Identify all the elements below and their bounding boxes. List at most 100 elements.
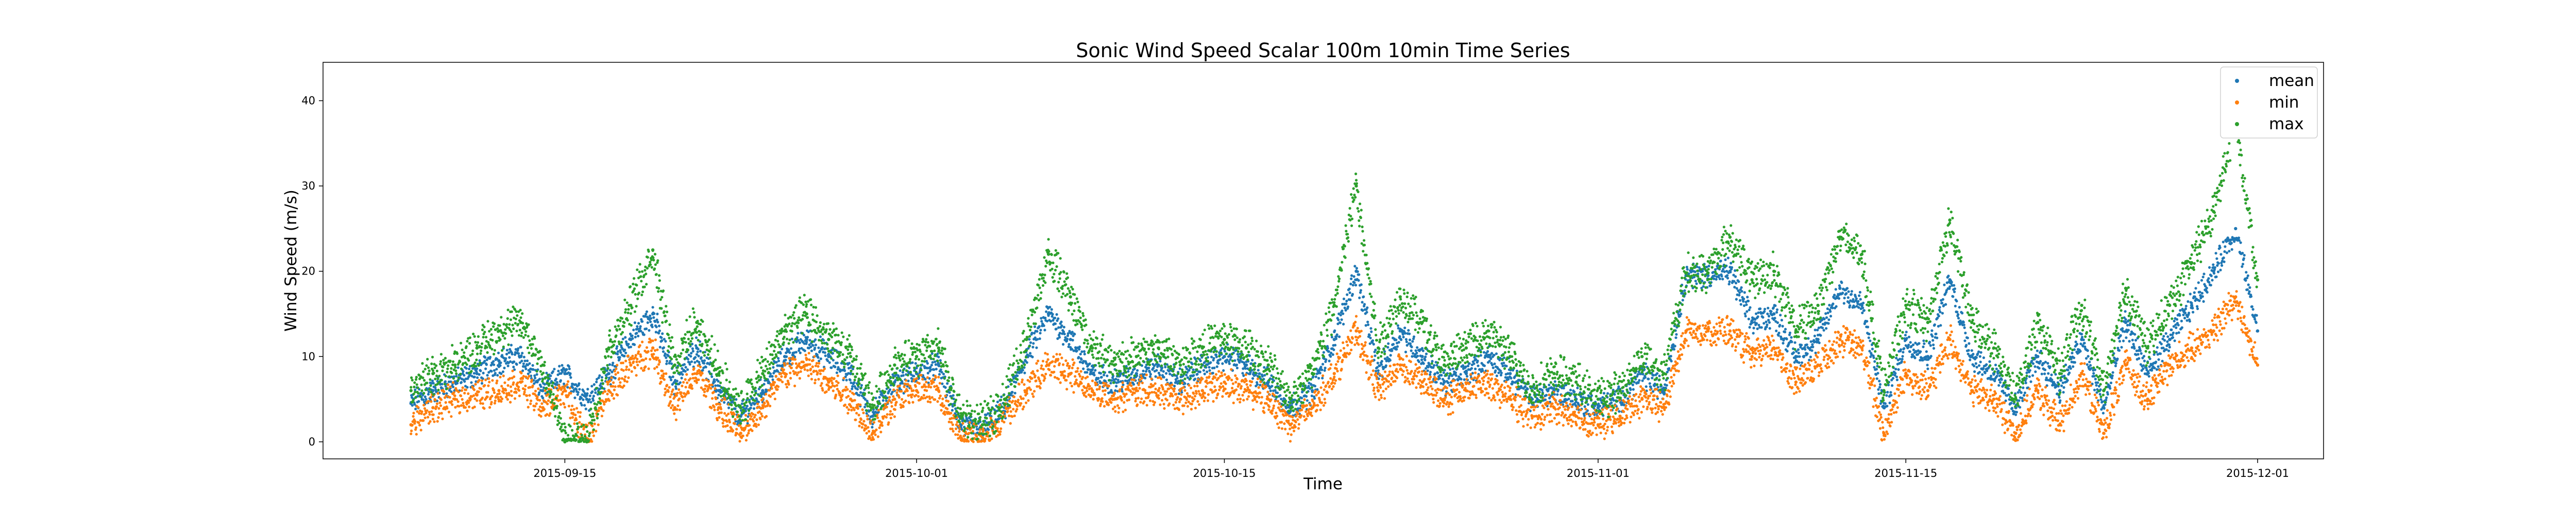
- data-point-mean: [1526, 387, 1529, 391]
- data-point-mean: [2194, 287, 2197, 290]
- data-point-mean: [1786, 350, 1789, 353]
- data-point-mean: [1602, 392, 1605, 395]
- data-point-mean: [597, 376, 600, 380]
- data-point-mean: [2245, 271, 2248, 274]
- data-point-mean: [1178, 367, 1181, 370]
- data-point-mean: [1426, 369, 1429, 372]
- data-point-mean: [1641, 379, 1644, 382]
- data-point-min: [794, 371, 797, 374]
- data-point-mean: [444, 385, 447, 388]
- data-point-min: [761, 397, 765, 400]
- data-point-min: [763, 402, 766, 405]
- data-point-min: [546, 413, 549, 416]
- data-point-min: [705, 378, 708, 382]
- data-point-mean: [1773, 317, 1776, 320]
- data-point-mean: [1374, 354, 1377, 357]
- data-point-mean: [1307, 385, 1310, 388]
- data-point-mean: [2088, 360, 2091, 364]
- data-point-min: [705, 385, 708, 388]
- data-point-mean: [1466, 365, 1469, 368]
- data-point-mean: [977, 422, 980, 425]
- data-point-min: [642, 369, 646, 372]
- data-point-mean: [880, 392, 884, 395]
- data-point-mean: [2193, 291, 2196, 294]
- data-point-mean: [541, 397, 545, 400]
- data-point-min: [517, 389, 521, 392]
- data-point-min: [528, 394, 531, 397]
- data-point-mean: [691, 350, 694, 353]
- data-point-mean: [1011, 390, 1014, 394]
- data-point-mean: [817, 346, 820, 349]
- data-point-mean: [584, 407, 587, 410]
- data-point-mean: [490, 370, 493, 373]
- data-point-mean: [1230, 355, 1233, 359]
- data-point-mean: [501, 370, 505, 373]
- data-point-mean: [648, 329, 651, 332]
- data-point-mean: [1735, 287, 1738, 290]
- data-point-mean: [1774, 304, 1777, 307]
- data-point-min: [661, 369, 664, 373]
- data-point-min: [423, 416, 427, 419]
- data-point-mean: [1798, 355, 1801, 358]
- data-point-mean: [1412, 352, 1415, 355]
- data-point-mean: [1981, 373, 1984, 376]
- data-point-mean: [1918, 342, 1921, 345]
- data-point-mean: [1368, 334, 1371, 337]
- data-point-min: [701, 372, 704, 375]
- data-point-mean: [642, 333, 646, 336]
- data-point-mean: [799, 351, 802, 354]
- data-point-mean: [517, 347, 520, 350]
- data-point-mean: [1438, 377, 1441, 380]
- data-point-mean: [637, 322, 640, 325]
- data-point-mean: [1341, 310, 1344, 313]
- data-point-min: [624, 359, 628, 363]
- data-point-mean: [717, 389, 721, 392]
- data-point-mean: [1895, 375, 1899, 379]
- data-point-mean: [2087, 355, 2090, 358]
- data-point-min: [479, 402, 482, 405]
- data-point-mean: [1878, 383, 1882, 386]
- data-point-mean: [2072, 356, 2076, 359]
- data-point-mean: [1804, 348, 1807, 351]
- data-point-mean: [689, 355, 692, 358]
- data-point-mean: [941, 382, 944, 385]
- data-point-mean: [684, 370, 687, 373]
- data-point-min: [781, 381, 784, 384]
- data-point-mean: [2196, 305, 2199, 308]
- data-point-min: [803, 368, 806, 371]
- data-point-mean: [686, 368, 689, 371]
- data-point-min: [783, 364, 786, 367]
- data-point-min: [539, 415, 543, 418]
- data-point-min: [710, 406, 713, 409]
- data-point-min: [436, 392, 439, 395]
- data-point-mean: [1964, 332, 1967, 335]
- data-point-mean: [451, 385, 455, 388]
- data-point-mean: [1670, 359, 1673, 363]
- data-point-mean: [2133, 333, 2137, 336]
- data-point-mean: [483, 359, 486, 363]
- data-point-min: [597, 423, 600, 426]
- data-point-mean: [633, 343, 636, 346]
- data-point-mean: [2023, 391, 2026, 394]
- data-point-mean: [632, 329, 635, 332]
- data-point-mean: [423, 395, 427, 399]
- data-point-min: [444, 401, 447, 404]
- data-point-mean: [1834, 288, 1837, 291]
- data-point-min: [454, 406, 457, 409]
- data-point-min: [501, 397, 504, 401]
- data-point-mean: [2128, 340, 2131, 343]
- data-point-mean: [1165, 372, 1168, 375]
- data-point-min: [612, 397, 616, 400]
- data-point-mean: [1871, 348, 1874, 351]
- data-point-mean: [472, 372, 476, 375]
- data-point-mean: [2256, 329, 2260, 333]
- data-point-mean: [853, 381, 856, 384]
- data-point-min: [615, 367, 618, 370]
- data-point-mean: [798, 347, 801, 350]
- data-point-mean: [1335, 333, 1338, 336]
- data-point-mean: [795, 340, 798, 344]
- data-point-mean: [1131, 371, 1134, 374]
- data-point-mean: [1919, 350, 1922, 353]
- data-point-min: [760, 415, 764, 418]
- data-point-mean: [1800, 344, 1803, 347]
